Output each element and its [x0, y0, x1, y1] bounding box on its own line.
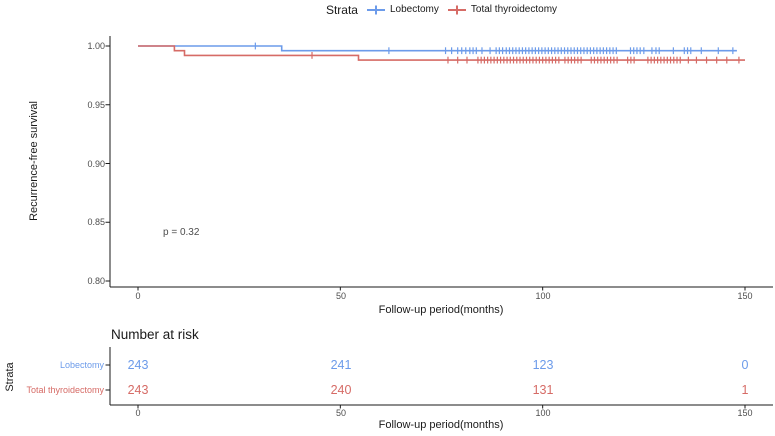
legend-item-lobectomy: Lobectomy [366, 4, 439, 15]
risk-count-lobectomy-50: 241 [330, 358, 352, 372]
y-tick-label-090: 0.90 [87, 159, 105, 169]
risk-table-title: Number at risk [111, 327, 199, 342]
y-tick-label-080: 0.80 [87, 276, 105, 286]
risk-count-lobectomy-0: 243 [127, 358, 149, 372]
risk-x-tick-label-50: 50 [335, 408, 347, 418]
x-axis-title: Follow-up period(months) [378, 304, 504, 316]
risk-count-total-thyroidectomy-150: 1 [741, 383, 749, 397]
lobectomy-key-icon [366, 5, 385, 14]
p-value-annotation: p = 0.32 [163, 227, 200, 238]
risk-x-axis-title: Follow-up period(months) [378, 419, 504, 431]
y-tick-label-085: 0.85 [87, 217, 105, 227]
x-tick-label-50: 50 [335, 291, 347, 301]
y-axis-title: Recurrence-free survival [28, 101, 40, 221]
total-thyroidectomy-key-icon [447, 5, 466, 14]
legend-label-total-thyroidectomy: Total thyroidectomy [470, 4, 558, 15]
x-tick-label-0: 0 [135, 291, 141, 301]
risk-x-tick-label-100: 100 [535, 408, 551, 418]
survival-curve-lobectomy [138, 45, 737, 52]
legend-item-total-thyroidectomy: Total thyroidectomy [447, 4, 558, 15]
legend-title: Strata [325, 2, 358, 17]
risk-x-tick-label-0: 0 [135, 408, 141, 418]
y-tick-label-100: 1.00 [87, 41, 105, 51]
risk-count-lobectomy-100: 123 [532, 358, 554, 372]
risk-count-total-thyroidectomy-50: 240 [330, 383, 352, 397]
x-tick-label-150: 150 [737, 291, 753, 301]
risk-row-label-lobectomy: Lobectomy [59, 360, 104, 370]
risk-x-tick-label-150: 150 [737, 408, 753, 418]
legend: Strata Lobectomy Total thyroidectomy [110, 0, 773, 19]
y-tick-label-095: 0.95 [87, 100, 105, 110]
risk-count-total-thyroidectomy-100: 131 [532, 383, 554, 397]
risk-row-label-total-thyroidectomy: Total thyroidectomy [26, 385, 104, 395]
legend-label-lobectomy: Lobectomy [389, 4, 439, 15]
survival-curve-total-thyroidectomy [138, 45, 745, 61]
risk-count-lobectomy-150: 0 [741, 358, 749, 372]
x-tick-label-100: 100 [535, 291, 551, 301]
risk-count-total-thyroidectomy-0: 243 [127, 383, 149, 397]
